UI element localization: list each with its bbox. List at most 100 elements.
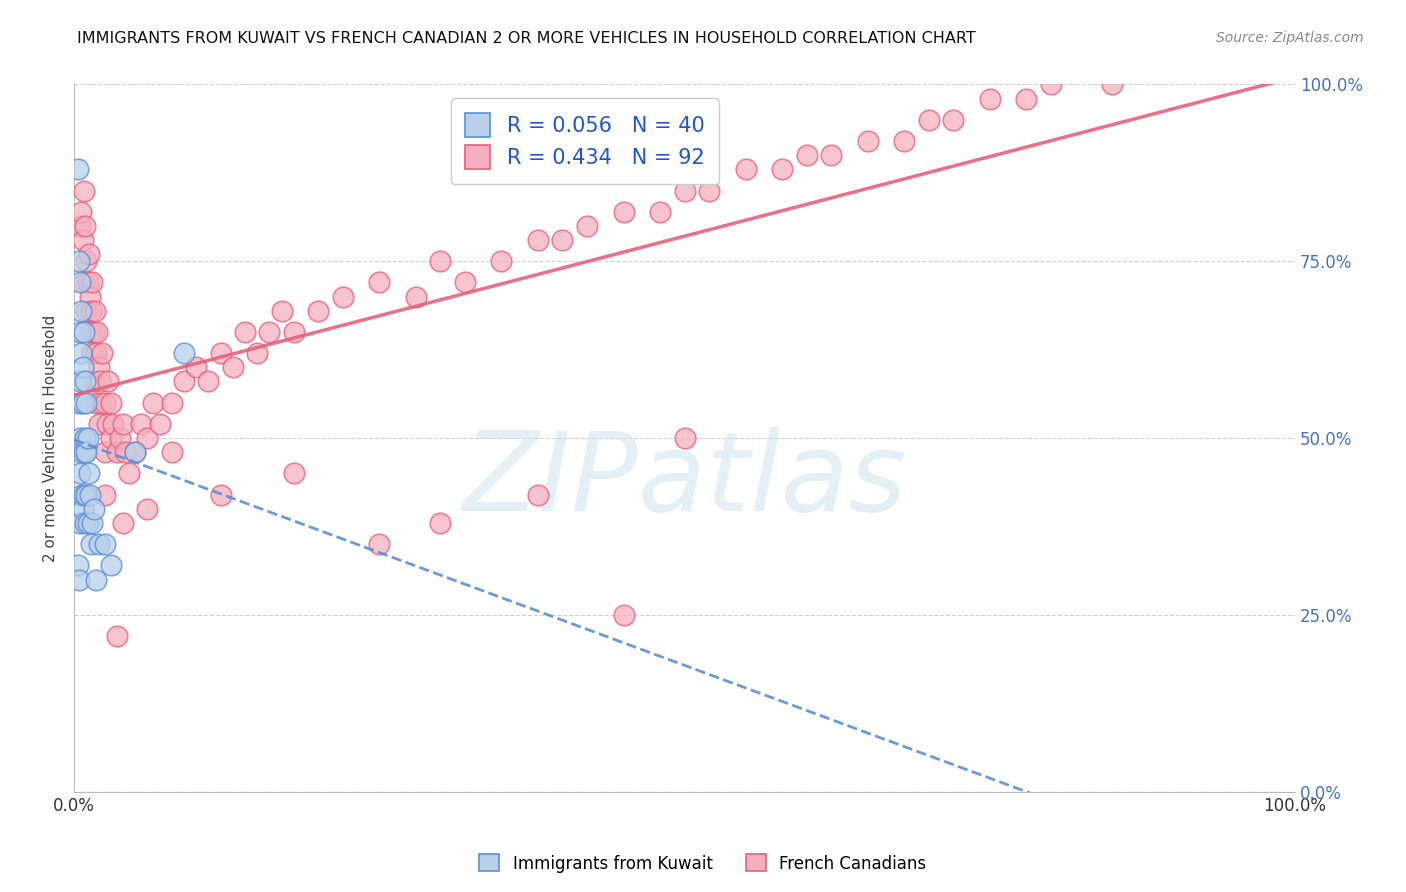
Point: [246, 346, 269, 360]
Text: ZIPatlas: ZIPatlas: [463, 427, 907, 534]
Point: [69, 276, 91, 290]
Point: [551, 233, 574, 247]
Point: [100, 431, 122, 445]
Point: [770, 162, 793, 177]
Point: [796, 148, 818, 162]
Point: [76, 431, 98, 445]
Point: [942, 112, 965, 127]
Point: [429, 254, 451, 268]
Point: [72, 360, 94, 375]
Point: [186, 360, 208, 375]
Point: [72, 395, 94, 409]
Point: [75, 375, 97, 389]
Point: [918, 112, 941, 127]
Point: [67, 395, 90, 409]
Point: [83, 501, 105, 516]
Point: [734, 162, 756, 177]
Point: [75, 303, 97, 318]
Point: [84, 573, 107, 587]
Point: [84, 395, 107, 409]
Point: [368, 276, 391, 290]
Point: [575, 219, 598, 233]
Point: [73, 184, 96, 198]
Point: [83, 375, 105, 389]
Point: [75, 431, 97, 445]
Point: [142, 395, 165, 409]
Point: [270, 303, 292, 318]
Point: [73, 276, 96, 290]
Point: [73, 488, 96, 502]
Point: [114, 445, 136, 459]
Point: [259, 325, 281, 339]
Point: [173, 346, 195, 360]
Text: IMMIGRANTS FROM KUWAIT VS FRENCH CANADIAN 2 OR MORE VEHICLES IN HOUSEHOLD CORREL: IMMIGRANTS FROM KUWAIT VS FRENCH CANADIA…: [77, 31, 976, 46]
Point: [69, 325, 91, 339]
Point: [332, 290, 354, 304]
Point: [111, 417, 134, 431]
Point: [93, 488, 115, 502]
Point: [69, 431, 91, 445]
Point: [79, 290, 101, 304]
Point: [96, 417, 118, 431]
Point: [527, 488, 550, 502]
Point: [283, 325, 305, 339]
Y-axis label: 2 or more Vehicles in Household: 2 or more Vehicles in Household: [44, 315, 58, 562]
Point: [91, 346, 114, 360]
Point: [160, 395, 183, 409]
Point: [89, 375, 111, 389]
Point: [83, 325, 105, 339]
Point: [673, 431, 696, 445]
Point: [75, 516, 97, 530]
Legend: Immigrants from Kuwait, French Canadians: Immigrants from Kuwait, French Canadians: [472, 847, 934, 880]
Point: [79, 488, 101, 502]
Point: [93, 445, 115, 459]
Point: [491, 254, 513, 268]
Point: [307, 303, 329, 318]
Point: [1039, 78, 1062, 92]
Point: [70, 488, 93, 502]
Point: [650, 204, 672, 219]
Point: [66, 162, 89, 177]
Point: [87, 360, 110, 375]
Point: [67, 573, 90, 587]
Point: [124, 445, 146, 459]
Point: [75, 254, 97, 268]
Point: [209, 346, 232, 360]
Point: [82, 516, 104, 530]
Point: [197, 375, 219, 389]
Point: [75, 395, 97, 409]
Point: [429, 516, 451, 530]
Point: [820, 148, 842, 162]
Point: [90, 395, 112, 409]
Point: [368, 537, 391, 551]
Text: Source: ZipAtlas.com: Source: ZipAtlas.com: [1216, 31, 1364, 45]
Point: [93, 395, 115, 409]
Point: [129, 417, 152, 431]
Point: [75, 488, 97, 502]
Point: [148, 417, 170, 431]
Point: [893, 134, 915, 148]
Point: [75, 219, 97, 233]
Point: [83, 303, 105, 318]
Point: [80, 303, 103, 318]
Point: [76, 276, 98, 290]
Point: [70, 445, 93, 459]
Point: [100, 558, 122, 573]
Point: [67, 254, 90, 268]
Point: [100, 395, 122, 409]
Point: [93, 537, 115, 551]
Point: [87, 417, 110, 431]
Point: [77, 467, 100, 481]
Point: [222, 360, 245, 375]
Point: [97, 375, 120, 389]
Point: [101, 417, 124, 431]
Point: [82, 276, 104, 290]
Point: [105, 629, 128, 643]
Point: [77, 247, 100, 261]
Legend: R = 0.056   N = 40, R = 0.434   N = 92: R = 0.056 N = 40, R = 0.434 N = 92: [451, 98, 720, 184]
Point: [70, 204, 93, 219]
Point: [233, 325, 256, 339]
Point: [111, 516, 134, 530]
Point: [76, 516, 98, 530]
Point: [72, 233, 94, 247]
